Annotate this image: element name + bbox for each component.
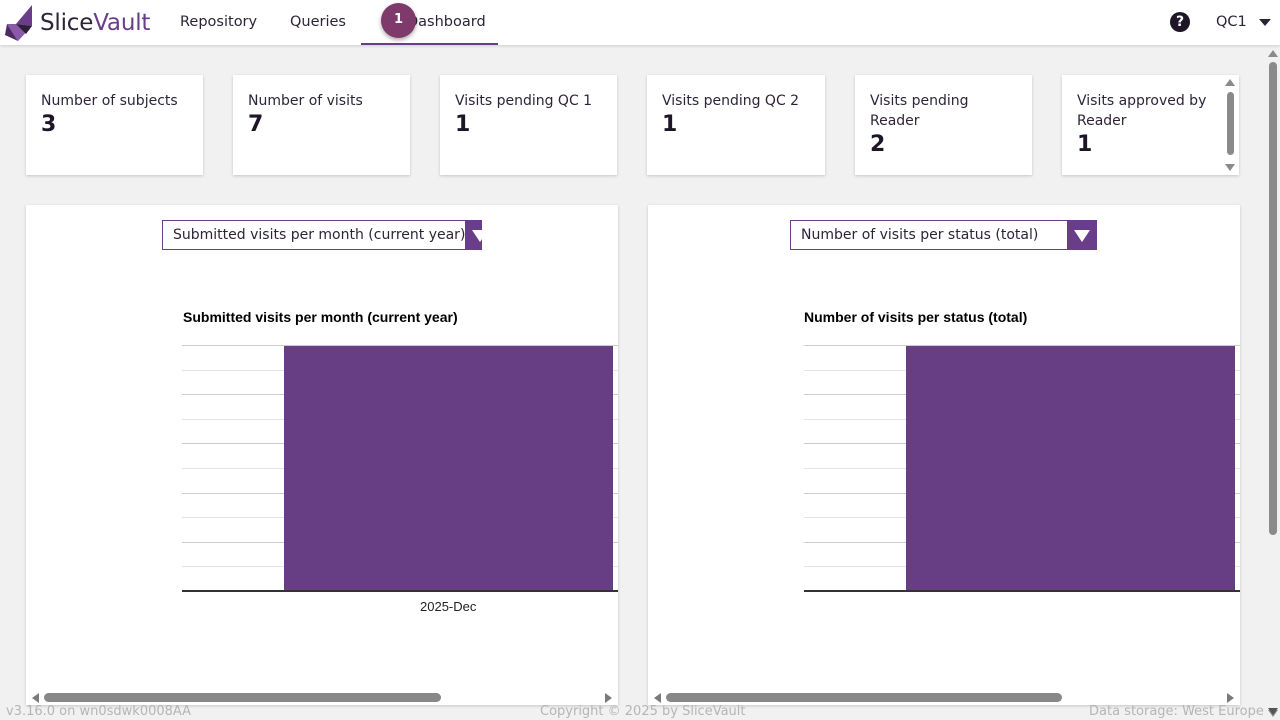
x-axis — [804, 590, 1240, 592]
stat-value: 7 — [248, 112, 264, 137]
help-icon[interactable]: ? — [1170, 12, 1190, 32]
scroll-right-arrow-icon[interactable] — [605, 693, 612, 703]
card-scrollbar[interactable] — [1225, 79, 1235, 171]
chart-horizontal-scrollbar[interactable] — [652, 691, 1236, 703]
scrollbar-thumb[interactable] — [666, 693, 1062, 702]
page-vertical-scrollbar[interactable] — [1266, 46, 1280, 720]
footer-version: v3.16.0 on wn0sdwk0008AA — [6, 704, 192, 719]
stat-card-pending-qc1: Visits pending QC 1 1 — [440, 75, 617, 175]
stat-card-pending-qc2: Visits pending QC 2 1 — [647, 75, 825, 175]
user-menu[interactable]: QC1 — [1216, 0, 1271, 45]
user-name: QC1 — [1216, 14, 1247, 30]
dropdown-arrow-icon[interactable] — [465, 221, 488, 249]
stat-value: 1 — [662, 112, 678, 137]
stat-value: 1 — [1077, 132, 1093, 157]
scrollbar-thumb[interactable] — [1227, 92, 1234, 155]
scroll-left-arrow-icon[interactable] — [32, 693, 39, 703]
stat-label: Visits pending QC 1 — [455, 93, 593, 109]
chart-bar[interactable] — [284, 346, 613, 590]
dropdown-arrow-icon[interactable] — [1067, 221, 1096, 249]
stat-card-subjects: Number of subjects 3 — [26, 75, 203, 175]
footer-storage[interactable]: Data storage: West Europe — [1089, 704, 1278, 720]
stat-label: Visits pending Reader — [870, 93, 969, 129]
scroll-right-arrow-icon[interactable] — [1227, 693, 1234, 703]
chart-panel-visits-per-month: Submitted visits per month (current year… — [26, 205, 618, 705]
nav-queries[interactable]: Queries — [290, 14, 346, 30]
nav-repository[interactable]: Repository — [180, 14, 258, 30]
stat-value: 2 — [870, 132, 886, 157]
stat-label: Visits pending QC 2 — [662, 93, 800, 109]
footer-copyright: Copyright © 2025 by SliceVault — [540, 704, 746, 719]
scrollbar-thumb[interactable] — [1269, 62, 1277, 535]
app-logo[interactable]: SliceVault — [4, 4, 150, 42]
chart-panel-visits-per-status: Number of visits per status (total) Numb… — [648, 205, 1240, 705]
scroll-down-arrow-icon[interactable] — [1225, 164, 1235, 171]
chevron-down-icon — [1258, 19, 1271, 26]
chart-plot-area — [182, 345, 618, 592]
chart-plot-area — [804, 345, 1240, 592]
stat-label: Number of visits — [248, 93, 363, 109]
stat-label: Number of subjects — [41, 93, 178, 109]
scrollbar-thumb[interactable] — [44, 693, 441, 702]
chart-type-select[interactable]: Number of visits per status (total) — [790, 220, 1097, 250]
chart-type-select[interactable]: Submitted visits per month (current year… — [162, 220, 488, 250]
select-value: Number of visits per status (total) — [801, 227, 1039, 243]
x-axis-label: 2025-Dec — [420, 599, 477, 614]
chart-title: Number of visits per status (total) — [804, 309, 1028, 325]
app-name: SliceVault — [40, 10, 151, 36]
stat-card-pending-reader: Visits pending Reader 2 — [855, 75, 1032, 175]
scroll-up-arrow-icon[interactable] — [1268, 50, 1278, 57]
chart-title: Submitted visits per month (current year… — [183, 309, 458, 325]
storage-label: Data storage: West Europe — [1089, 704, 1264, 719]
notification-badge[interactable]: 1 — [381, 3, 416, 38]
scroll-left-arrow-icon[interactable] — [654, 693, 661, 703]
stat-label: Visits approved by Reader — [1077, 93, 1207, 129]
x-axis — [182, 590, 618, 592]
chart-horizontal-scrollbar[interactable] — [30, 691, 614, 703]
stat-card-approved-reader: Visits approved by Reader 1 — [1062, 75, 1239, 175]
nav-dashboard[interactable]: Dashboard — [361, 0, 498, 45]
chart-bar[interactable] — [906, 346, 1235, 590]
chevron-down-icon — [1267, 708, 1278, 715]
slicevault-logo-icon — [5, 5, 32, 41]
scroll-up-arrow-icon[interactable] — [1225, 79, 1235, 86]
stat-card-visits: Number of visits 7 — [233, 75, 410, 175]
stat-value: 3 — [41, 112, 57, 137]
top-navigation-bar: SliceVault Repository Queries Dashboard … — [0, 0, 1280, 45]
stat-value: 1 — [455, 112, 471, 137]
select-value: Submitted visits per month (current year… — [173, 227, 466, 243]
